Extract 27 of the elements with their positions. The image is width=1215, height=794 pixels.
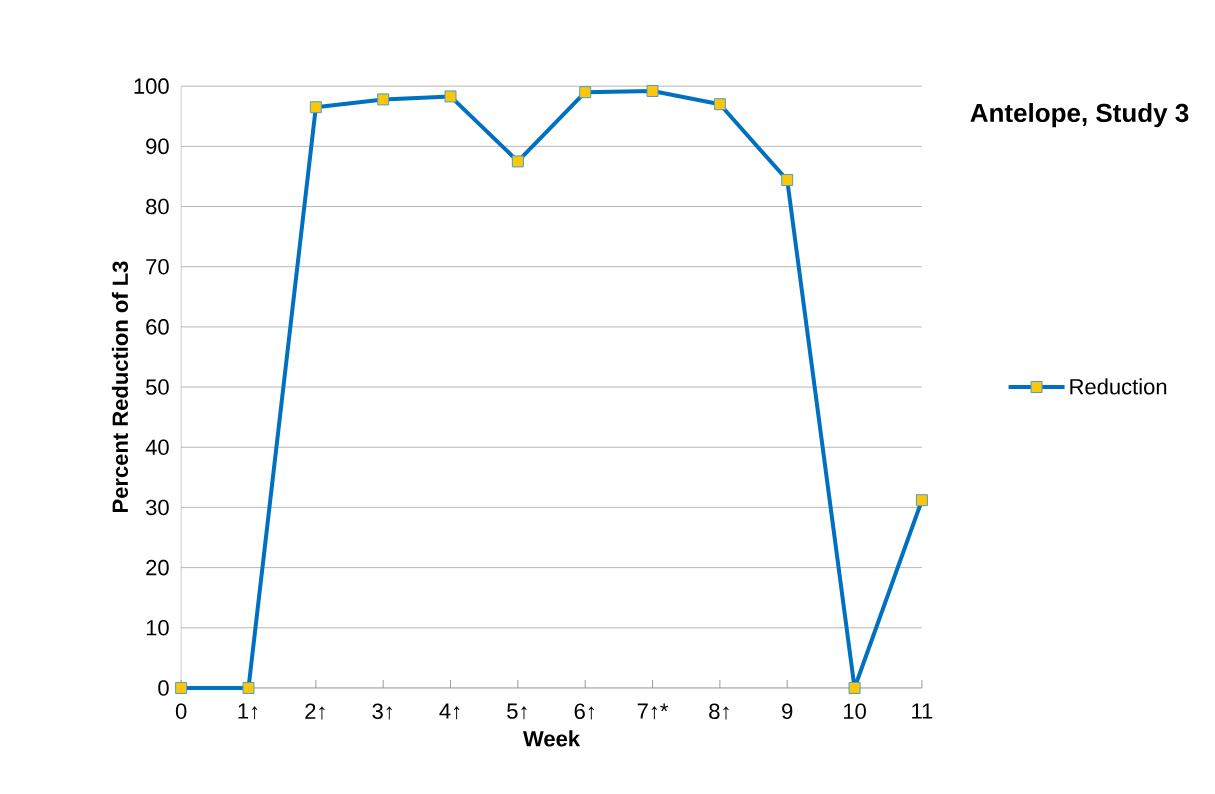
y-tick-label: 10 <box>146 619 169 636</box>
y-tick-label: 40 <box>145 439 169 455</box>
y-tick-label: 30 <box>145 499 169 516</box>
y-tick-label: 100 <box>134 78 169 94</box>
x-tick-label: 9 <box>782 703 793 719</box>
x-axis-title: Week <box>523 730 581 747</box>
x-tick-label: 8↑ <box>709 703 729 720</box>
y-tick-label: 20 <box>146 559 169 576</box>
x-tick-label: 4↑ <box>439 703 460 720</box>
y-tick-label: 70 <box>146 258 169 275</box>
x-tick-label: 3↑ <box>372 703 392 720</box>
x-tick-label: 10 <box>844 703 866 719</box>
legend-label: Reduction <box>1070 378 1167 395</box>
x-tick-label: 5↑ <box>507 703 527 720</box>
y-tick-label: 50 <box>146 379 169 395</box>
y-tick-label: 90 <box>146 138 169 155</box>
x-tick-label: 1↑ <box>238 703 258 720</box>
x-tick-label: 11 <box>912 703 933 719</box>
x-tick-label: 7↑* <box>637 703 669 720</box>
x-tick-label: 6↑ <box>574 703 594 720</box>
y-axis-title: Percent Reduction of L3 <box>111 261 129 512</box>
y-tick-label: 60 <box>146 319 169 335</box>
text: Antelope, Study 3 <box>970 102 1189 128</box>
x-tick-label: 2↑ <box>305 703 325 720</box>
y-tick-label: 80 <box>146 198 169 215</box>
x-tick-label: 0 <box>175 703 187 719</box>
y-tick-label: 0 <box>158 680 169 696</box>
